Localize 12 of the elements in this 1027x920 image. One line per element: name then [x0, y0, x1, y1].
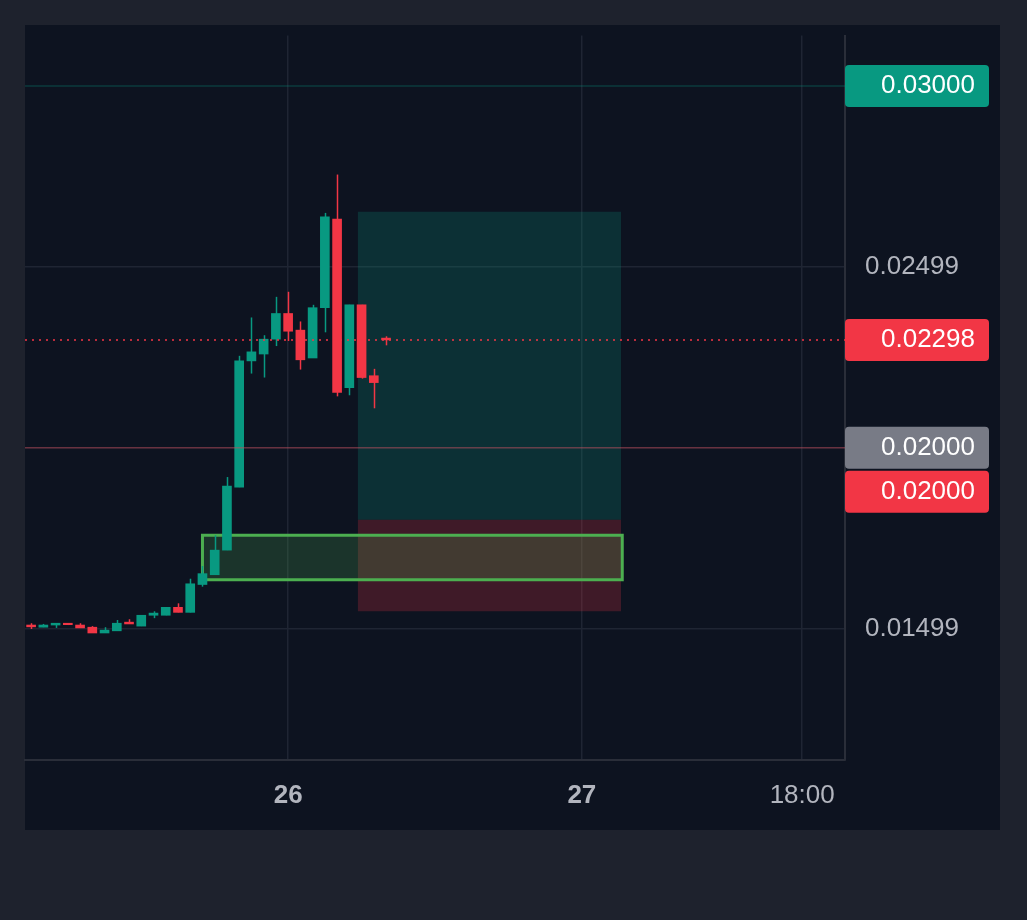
x-tick-label: 26 [273, 778, 303, 809]
y-tick-label: 0.01499 [865, 612, 959, 643]
ref-line-label: 0.02000 [881, 474, 975, 505]
x-tick-label: 18:00 [769, 778, 835, 809]
ref-line-label: 0.02298 [881, 323, 975, 354]
ref-line-label: 0.03000 [881, 69, 975, 100]
candlestick [368, 368, 379, 410]
candlestick [283, 291, 293, 342]
y-tick-label: 0.02499 [865, 250, 959, 281]
ref-line-label: 0.02000 [881, 430, 975, 461]
candlestick [197, 565, 208, 588]
x-tick-label: 27 [567, 778, 597, 809]
